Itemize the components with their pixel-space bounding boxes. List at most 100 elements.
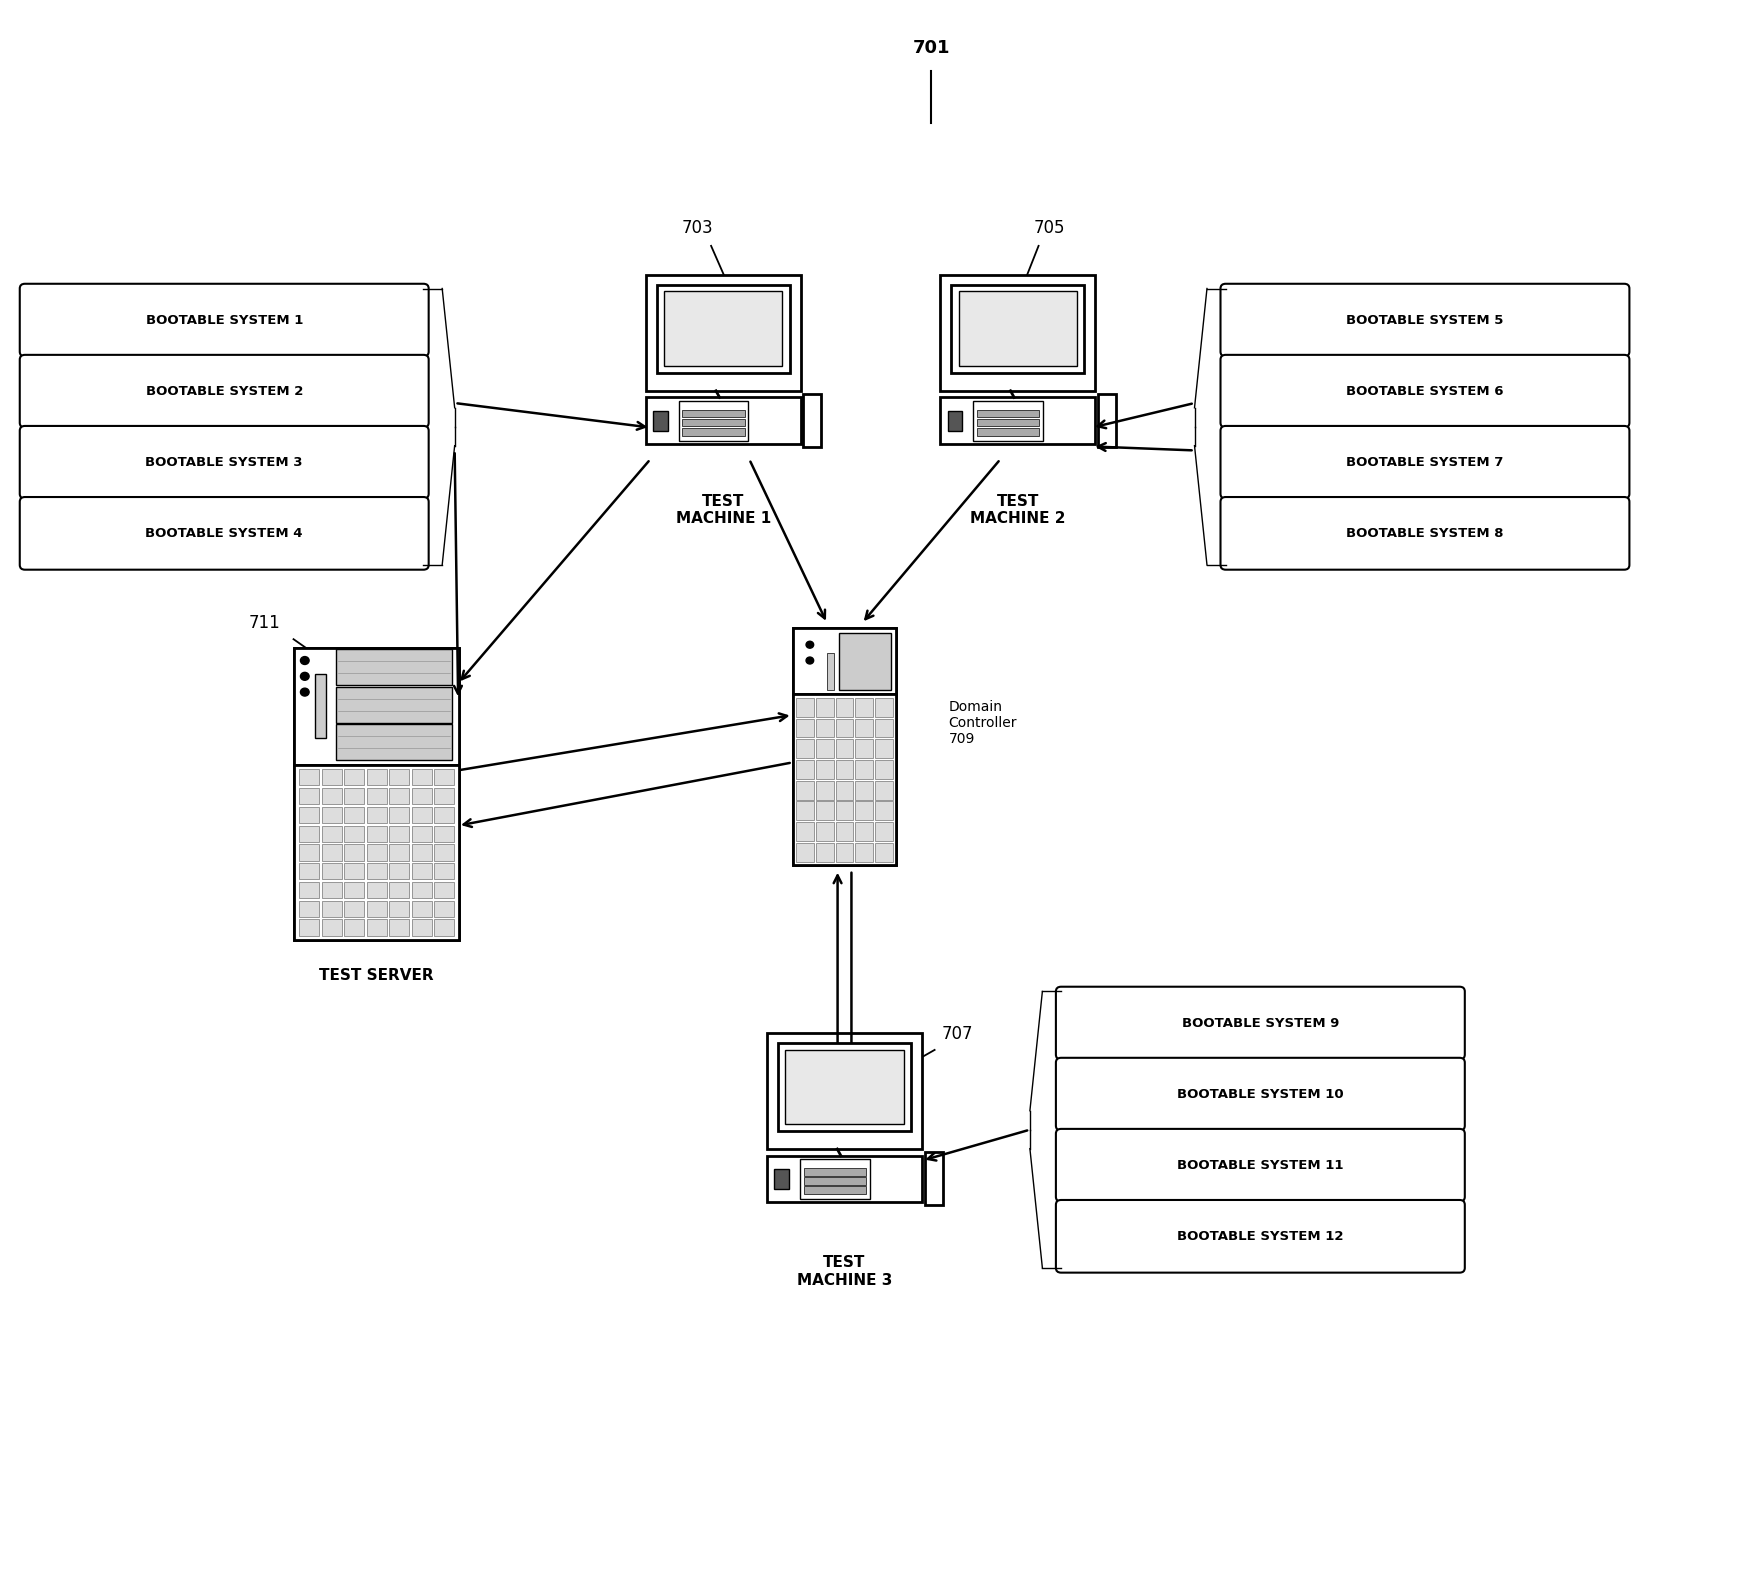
Bar bbox=[299, 826, 319, 842]
Bar bbox=[836, 802, 853, 821]
Bar bbox=[855, 697, 872, 716]
Bar bbox=[663, 291, 782, 365]
Text: BOOTABLE SYSTEM 5: BOOTABLE SYSTEM 5 bbox=[1346, 313, 1504, 327]
Text: BOOTABLE SYSTEM 7: BOOTABLE SYSTEM 7 bbox=[1346, 456, 1504, 468]
Circle shape bbox=[806, 657, 813, 664]
Bar bbox=[817, 740, 834, 757]
Bar bbox=[294, 648, 460, 765]
Bar bbox=[367, 900, 387, 916]
Bar bbox=[1099, 394, 1116, 448]
Bar bbox=[973, 400, 1043, 440]
Text: BOOTABLE SYSTEM 9: BOOTABLE SYSTEM 9 bbox=[1182, 1016, 1339, 1029]
Bar bbox=[390, 788, 409, 804]
Bar bbox=[940, 275, 1095, 391]
Bar bbox=[977, 419, 1039, 427]
FancyBboxPatch shape bbox=[1220, 284, 1630, 356]
Bar bbox=[435, 788, 454, 804]
Bar bbox=[792, 694, 897, 865]
Bar bbox=[435, 881, 454, 899]
Bar bbox=[804, 1169, 865, 1175]
Bar bbox=[315, 675, 326, 738]
Bar bbox=[682, 410, 745, 418]
Bar bbox=[836, 781, 853, 800]
FancyBboxPatch shape bbox=[19, 497, 428, 570]
Bar bbox=[796, 781, 813, 800]
Bar bbox=[947, 411, 963, 430]
FancyBboxPatch shape bbox=[1220, 354, 1630, 427]
Text: 703: 703 bbox=[681, 219, 714, 237]
Bar bbox=[959, 291, 1078, 365]
Bar bbox=[796, 761, 813, 778]
Bar bbox=[435, 769, 454, 786]
Bar bbox=[785, 1050, 904, 1124]
Bar bbox=[322, 900, 341, 916]
Bar bbox=[345, 845, 364, 861]
Bar bbox=[679, 400, 749, 440]
Bar bbox=[876, 718, 893, 737]
Circle shape bbox=[301, 672, 310, 680]
Text: TEST
MACHINE 2: TEST MACHINE 2 bbox=[970, 494, 1065, 526]
Bar bbox=[367, 769, 387, 786]
Bar bbox=[367, 826, 387, 842]
Bar bbox=[435, 807, 454, 823]
Text: BOOTABLE SYSTEM 11: BOOTABLE SYSTEM 11 bbox=[1177, 1159, 1344, 1172]
Bar bbox=[876, 823, 893, 842]
Bar bbox=[804, 1177, 865, 1185]
Bar bbox=[294, 648, 460, 940]
Bar bbox=[299, 864, 319, 880]
Bar bbox=[390, 881, 409, 899]
Bar bbox=[367, 919, 387, 935]
Circle shape bbox=[806, 642, 813, 648]
Bar bbox=[940, 397, 1095, 445]
Bar bbox=[367, 864, 387, 880]
Bar bbox=[390, 807, 409, 823]
Bar bbox=[796, 843, 813, 862]
Bar bbox=[799, 1159, 869, 1199]
Bar bbox=[367, 807, 387, 823]
Text: 705: 705 bbox=[1032, 219, 1065, 237]
Bar bbox=[390, 919, 409, 935]
Bar bbox=[855, 718, 872, 737]
Bar bbox=[413, 919, 432, 935]
Bar bbox=[817, 823, 834, 842]
Bar bbox=[836, 740, 853, 757]
Bar bbox=[299, 881, 319, 899]
Bar bbox=[322, 807, 341, 823]
Bar bbox=[792, 629, 897, 694]
Bar bbox=[435, 919, 454, 935]
FancyBboxPatch shape bbox=[19, 426, 428, 499]
Bar bbox=[855, 761, 872, 778]
Bar bbox=[977, 429, 1039, 435]
Bar bbox=[299, 788, 319, 804]
Bar bbox=[367, 845, 387, 861]
Bar bbox=[390, 769, 409, 786]
Bar bbox=[855, 802, 872, 821]
Text: 711: 711 bbox=[249, 615, 280, 632]
Bar bbox=[435, 826, 454, 842]
Bar bbox=[836, 761, 853, 778]
Bar bbox=[646, 397, 801, 445]
Bar bbox=[646, 275, 801, 391]
FancyBboxPatch shape bbox=[19, 354, 428, 427]
Bar bbox=[796, 740, 813, 757]
Bar bbox=[803, 394, 822, 448]
Bar bbox=[682, 429, 745, 435]
Text: Domain
Controller
709: Domain Controller 709 bbox=[949, 700, 1017, 746]
Text: BOOTABLE SYSTEM 1: BOOTABLE SYSTEM 1 bbox=[146, 313, 303, 327]
FancyBboxPatch shape bbox=[1055, 986, 1464, 1059]
Bar bbox=[345, 881, 364, 899]
Bar bbox=[817, 781, 834, 800]
Bar bbox=[345, 864, 364, 880]
Bar bbox=[804, 1186, 865, 1194]
Bar bbox=[345, 769, 364, 786]
Bar bbox=[796, 823, 813, 842]
Bar bbox=[413, 881, 432, 899]
Bar bbox=[413, 769, 432, 786]
Bar bbox=[322, 788, 341, 804]
Text: BOOTABLE SYSTEM 12: BOOTABLE SYSTEM 12 bbox=[1177, 1229, 1344, 1243]
Bar bbox=[345, 826, 364, 842]
Text: BOOTABLE SYSTEM 6: BOOTABLE SYSTEM 6 bbox=[1346, 384, 1504, 397]
Bar bbox=[322, 919, 341, 935]
Bar bbox=[796, 718, 813, 737]
Bar bbox=[768, 1032, 921, 1150]
